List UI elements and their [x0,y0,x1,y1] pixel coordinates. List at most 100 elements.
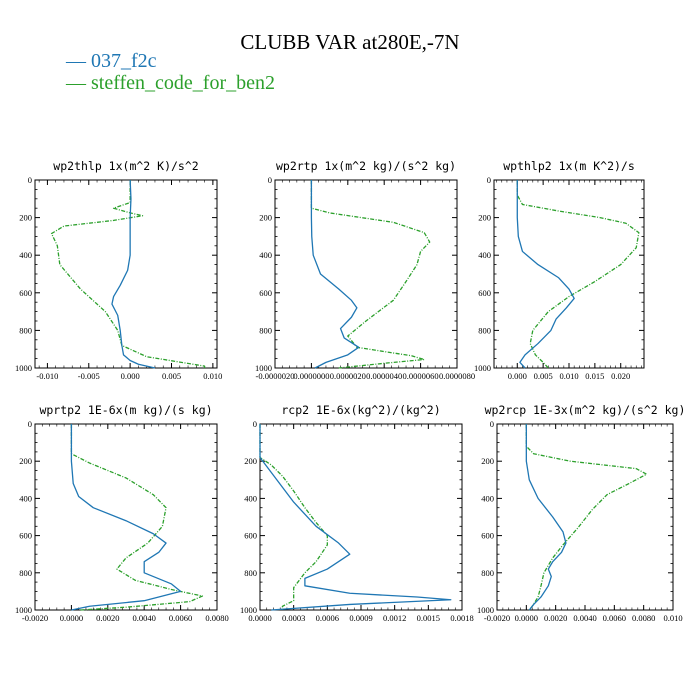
x-tick-label: -0.0020 [484,613,510,623]
series-line-037-f2c [70,424,182,611]
y-tick-label: 800 [244,568,257,578]
x-tick-label: 0.0020 [96,613,119,623]
y-tick-label: 0 [28,175,32,185]
y-tick-label: 600 [19,288,32,298]
legend: — 037_f2c — steffen_code_for_ben2 [66,50,275,94]
legend-label: steffen_code_for_ben2 [91,72,276,94]
plot-frame [34,423,218,611]
series-line-037-f2c [310,180,360,369]
y-tick-label: 800 [478,325,491,335]
x-tick-label: 0.015 [585,371,604,381]
x-tick-label: 0.0000020 [330,371,366,381]
plot-frame [259,423,463,611]
y-tick-label: 0 [28,419,32,429]
y-tick-label: 600 [478,288,491,298]
legend-line-icon: — [66,72,91,94]
y-tick-label: 800 [19,568,32,578]
x-tick-label: 0.0040 [573,613,596,623]
y-tick-label: 200 [19,456,32,466]
x-tick-label: -0.005 [78,371,100,381]
series-line-steffen-code [50,180,206,368]
panel-title: wprtp2 1E-6x(m kg)/(s kg) [39,403,212,417]
y-tick-label: 800 [19,325,32,335]
series-line-037-f2c [111,179,156,369]
x-tick-label: 0.0003 [282,613,305,623]
x-tick-label: 0.0015 [417,613,440,623]
y-tick-label: 0 [253,419,257,429]
plot-frame [496,423,674,611]
legend-entry-steffen-code: — steffen_code_for_ben2 [66,72,275,94]
x-tick-label: 0.0012 [383,613,406,623]
y-tick-label: 800 [259,325,272,335]
panel-title: wpthlp2 1x(m K^2)/s [503,159,635,173]
x-tick-label: 0.0018 [450,613,473,623]
legend-line-icon: — [66,50,91,72]
x-tick-label: 0.0080 [632,613,655,623]
x-tick-label: 0.0000 [248,613,271,623]
x-tick-label: -0.010 [36,371,58,381]
series-line-037-f2c [525,424,567,611]
x-tick-label: 0.0000000 [293,371,329,381]
y-tick-label: 1000 [240,605,257,615]
series-line-037-f2c [259,424,452,611]
y-tick-label: 400 [19,250,32,260]
y-tick-label: 400 [478,250,491,260]
series-line-steffen-code [525,424,648,611]
panel-title: wp2rtp 1x(m^2 kg)/(s^2 kg) [276,159,456,173]
figure-title: CLUBB VAR at280E,-7N [240,30,460,54]
series-line-037-f2c [516,180,575,369]
x-tick-label: 0.000 [121,371,140,381]
y-tick-label: 800 [481,568,494,578]
x-tick-label: 0.0009 [349,613,372,623]
y-tick-label: 1000 [15,363,32,373]
y-tick-label: 200 [259,213,272,223]
x-tick-label: -0.0020 [22,613,48,623]
y-tick-label: 0 [487,175,491,185]
series-line-steffen-code [259,424,328,610]
y-tick-label: 1000 [474,363,491,373]
y-tick-label: 1000 [477,605,494,615]
x-tick-label: 0.010 [559,371,578,381]
series-line-steffen-code [310,180,431,369]
x-tick-label: -0.0000020 [256,371,295,381]
y-tick-label: 600 [19,531,32,541]
x-tick-label: 0.000 [508,371,527,381]
x-tick-label: 0.005 [162,371,181,381]
x-tick-label: 0.0000080 [439,371,475,381]
x-tick-label: 0.0060 [603,613,626,623]
panel-title: rcp2 1E-6x(kg^2)/(kg^2) [281,403,440,417]
x-tick-label: 0.0006 [316,613,339,623]
series-line-steffen-code [70,424,204,611]
y-tick-label: 200 [19,213,32,223]
y-tick-label: 600 [259,288,272,298]
y-tick-label: 1000 [255,363,272,373]
panel-title: wp2rcp 1E-3x(m^2 kg)/(s^2 kg) [485,403,686,417]
plot-frame [493,179,645,369]
x-tick-label: 0.005 [534,371,553,381]
x-tick-label: 0.0020 [544,613,567,623]
x-tick-label: 0.0000 [60,613,83,623]
y-tick-label: 1000 [15,605,32,615]
x-tick-label: 0.0000 [515,613,538,623]
x-tick-label: 0.0000040 [366,371,402,381]
y-tick-label: 200 [481,456,494,466]
y-tick-label: 400 [19,493,32,503]
series-line-steffen-code [516,180,640,369]
panel-title: wp2thlp 1x(m^2 K)/s^2 [53,159,198,173]
y-tick-label: 200 [478,213,491,223]
legend-entry-037-f2c: — 037_f2c [66,50,275,72]
y-tick-label: 400 [481,493,494,503]
x-tick-label: 0.010 [663,613,682,623]
x-tick-label: 0.0040 [133,613,156,623]
x-tick-label: 0.010 [203,371,222,381]
x-tick-label: 0.0000060 [403,371,439,381]
y-tick-label: 400 [259,250,272,260]
x-tick-label: 0.0060 [169,613,192,623]
x-tick-label: 0.0080 [205,613,228,623]
y-tick-label: 200 [244,456,257,466]
y-tick-label: 600 [244,531,257,541]
y-tick-label: 400 [244,493,257,503]
x-tick-label: 0.020 [611,371,630,381]
plot-frame [274,179,458,369]
